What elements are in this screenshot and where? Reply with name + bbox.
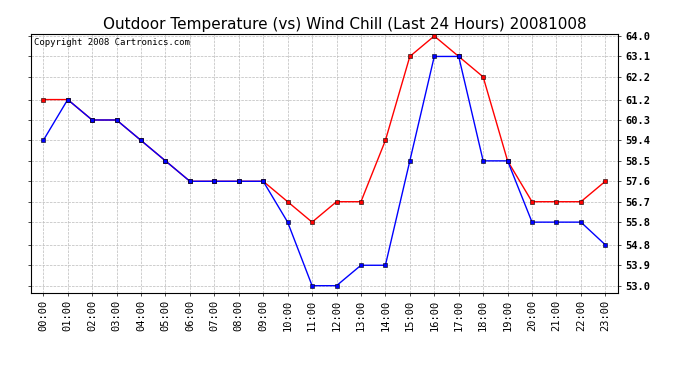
Text: Outdoor Temperature (vs) Wind Chill (Last 24 Hours) 20081008: Outdoor Temperature (vs) Wind Chill (Las… — [104, 17, 586, 32]
Text: Copyright 2008 Cartronics.com: Copyright 2008 Cartronics.com — [34, 38, 190, 46]
